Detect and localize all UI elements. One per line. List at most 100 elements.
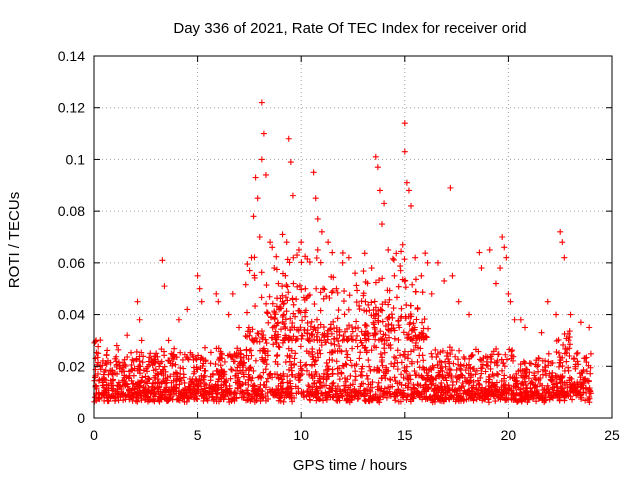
data-point bbox=[258, 269, 265, 276]
data-point bbox=[581, 355, 588, 362]
data-point bbox=[573, 350, 580, 357]
data-point bbox=[282, 316, 289, 323]
data-point bbox=[221, 378, 228, 385]
data-point bbox=[538, 329, 545, 336]
data-point bbox=[388, 321, 395, 328]
data-point bbox=[215, 384, 222, 391]
data-point bbox=[295, 327, 302, 334]
data-point bbox=[138, 337, 145, 344]
data-point bbox=[160, 372, 167, 379]
data-point bbox=[387, 345, 394, 352]
data-point bbox=[394, 366, 401, 373]
data-point bbox=[390, 363, 397, 370]
data-point bbox=[124, 383, 131, 390]
data-point bbox=[138, 349, 145, 356]
data-point bbox=[446, 396, 453, 403]
data-point bbox=[95, 343, 102, 350]
data-point bbox=[424, 396, 431, 403]
data-point bbox=[145, 375, 152, 382]
data-point bbox=[372, 391, 379, 398]
data-point bbox=[271, 332, 278, 339]
data-point bbox=[464, 378, 471, 385]
data-point bbox=[259, 388, 266, 395]
data-point bbox=[259, 334, 266, 341]
data-point bbox=[412, 276, 419, 283]
data-point bbox=[128, 349, 135, 356]
data-point bbox=[456, 347, 463, 354]
y-tick-label: 0.04 bbox=[58, 307, 85, 323]
data-point bbox=[533, 376, 540, 383]
data-point bbox=[410, 327, 417, 334]
data-point bbox=[286, 335, 293, 342]
data-point bbox=[402, 277, 409, 284]
data-point bbox=[249, 391, 256, 398]
data-point bbox=[347, 372, 354, 379]
data-point bbox=[263, 282, 270, 289]
data-point bbox=[113, 390, 120, 397]
data-point bbox=[365, 301, 372, 308]
data-point bbox=[340, 333, 347, 340]
data-point bbox=[526, 369, 533, 376]
data-point bbox=[549, 369, 556, 376]
data-point bbox=[94, 370, 101, 377]
data-point bbox=[292, 313, 299, 320]
data-point bbox=[293, 390, 300, 397]
data-point bbox=[382, 370, 389, 377]
data-point bbox=[321, 332, 328, 339]
data-point bbox=[486, 387, 493, 394]
data-point bbox=[535, 355, 542, 362]
data-point bbox=[360, 292, 367, 299]
data-point bbox=[369, 393, 376, 400]
data-point bbox=[104, 357, 111, 364]
data-point bbox=[223, 389, 230, 396]
data-point bbox=[522, 388, 529, 395]
data-point bbox=[361, 397, 368, 404]
data-point bbox=[129, 385, 136, 392]
data-point bbox=[438, 359, 445, 366]
data-point bbox=[472, 371, 479, 378]
data-point bbox=[586, 324, 593, 331]
data-point bbox=[333, 397, 340, 404]
data-point bbox=[155, 379, 162, 386]
data-point bbox=[422, 376, 429, 383]
data-point bbox=[251, 387, 258, 394]
data-point bbox=[113, 342, 120, 349]
data-point bbox=[527, 385, 534, 392]
data-point bbox=[357, 372, 364, 379]
data-point bbox=[267, 370, 274, 377]
data-point bbox=[542, 364, 549, 371]
data-point bbox=[468, 385, 475, 392]
data-point bbox=[173, 378, 180, 385]
data-point bbox=[298, 371, 305, 378]
data-point bbox=[317, 321, 324, 328]
data-point bbox=[397, 352, 404, 359]
data-point bbox=[124, 354, 131, 361]
data-points bbox=[91, 99, 594, 406]
data-point bbox=[476, 249, 483, 256]
data-point bbox=[333, 358, 340, 365]
data-point bbox=[407, 319, 414, 326]
data-point bbox=[348, 336, 355, 343]
data-point bbox=[569, 396, 576, 403]
data-point bbox=[414, 381, 421, 388]
data-point bbox=[423, 367, 430, 374]
data-point bbox=[140, 367, 147, 374]
data-point bbox=[217, 348, 224, 355]
data-point bbox=[521, 324, 528, 331]
data-point bbox=[383, 389, 390, 396]
data-point bbox=[507, 298, 514, 305]
data-point bbox=[360, 380, 367, 387]
data-point bbox=[216, 355, 223, 362]
data-point bbox=[352, 337, 359, 344]
data-point bbox=[475, 380, 482, 387]
axis-ticks: 0 5 10 15 20 25 0 0.02 0.04 0.06 0.08 0.1 0.12 0.14 bbox=[58, 48, 620, 443]
data-point bbox=[323, 293, 330, 300]
x-tick-label: 25 bbox=[604, 427, 620, 443]
data-point bbox=[242, 333, 249, 340]
data-point bbox=[583, 359, 590, 366]
data-point bbox=[316, 347, 323, 354]
data-point bbox=[305, 337, 312, 344]
data-point bbox=[282, 325, 289, 332]
data-point bbox=[335, 307, 342, 314]
